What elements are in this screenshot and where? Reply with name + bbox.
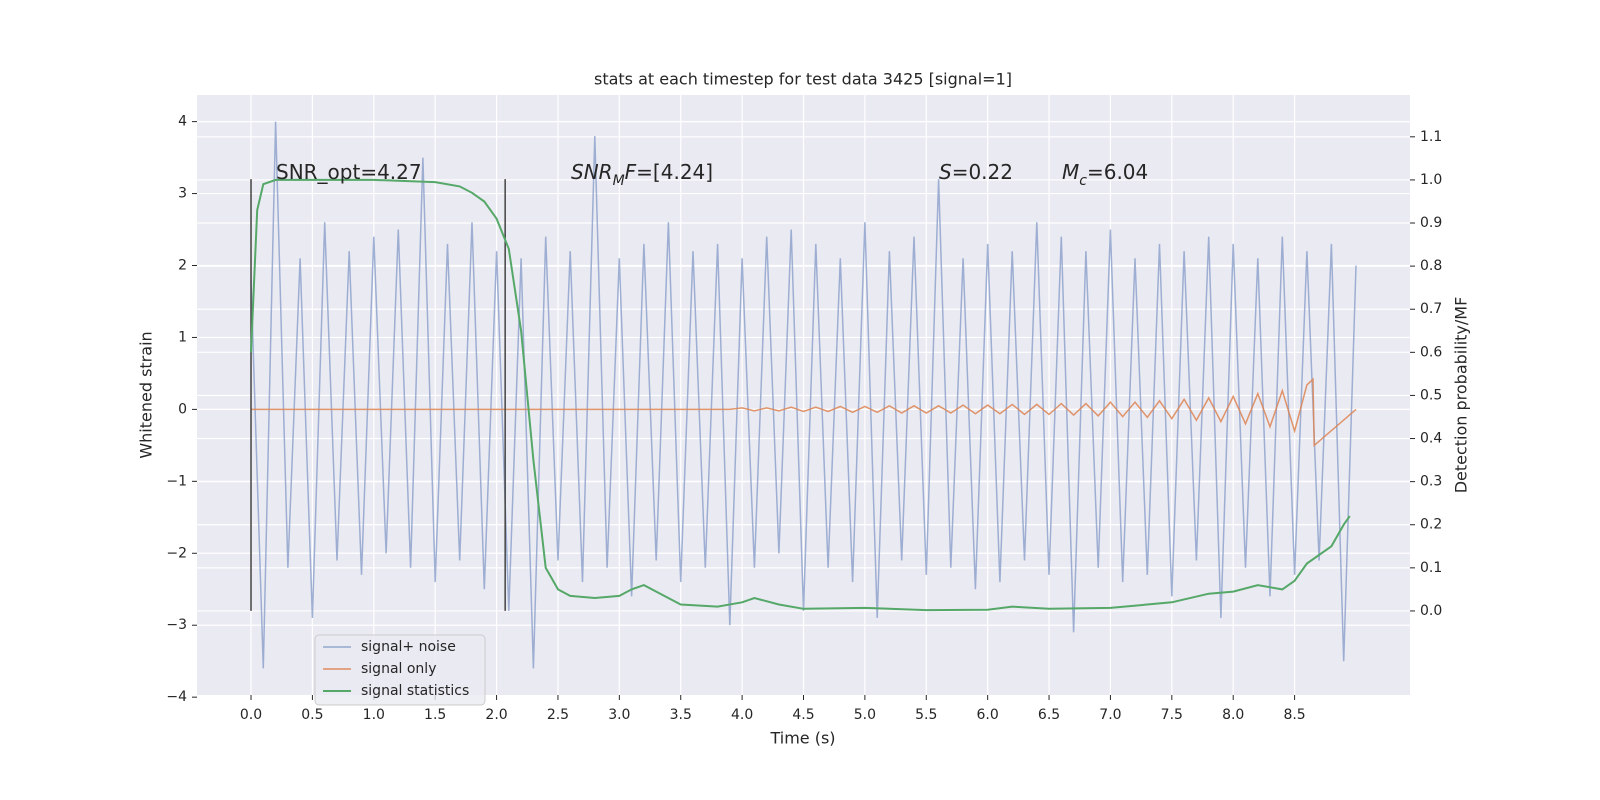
chart-title: stats at each timestep for test data 342…: [594, 70, 1012, 89]
y-tick-label: 3: [178, 186, 187, 202]
annotation: Mc=6.04: [1062, 160, 1148, 190]
y2-tick-label: 0.1: [1420, 560, 1442, 576]
series-line: [251, 377, 1357, 448]
x-tick-label: 4.5: [792, 707, 814, 723]
y-tick-label: 2: [178, 258, 187, 274]
annotation-part: F: [625, 160, 637, 184]
x-tick-label: 2.0: [485, 707, 507, 723]
y2-tick-label: 0.2: [1420, 517, 1442, 533]
series-line: [250, 121, 1357, 669]
annotation-part: =0.22: [952, 160, 1013, 184]
x-tick-label: 2.5: [547, 707, 569, 723]
x-tick-label: 5.0: [854, 707, 876, 723]
y-tick-label: −3: [166, 617, 187, 633]
annotation-part: M: [1062, 160, 1079, 184]
series-line: [250, 178, 1351, 612]
y2-tick-label: 0.3: [1420, 474, 1442, 490]
y2-tick-label: 0.8: [1420, 258, 1442, 274]
y2-tick-label: 0.4: [1420, 431, 1442, 447]
annotation: SNR_opt=4.27: [276, 160, 422, 184]
y2-tick-label: 1.1: [1420, 129, 1442, 145]
annotation: S=0.22: [939, 160, 1013, 184]
x-tick-label: 6.5: [1038, 707, 1060, 723]
y-tick-label: −1: [166, 473, 187, 489]
annotation-part: S: [939, 160, 952, 184]
x-tick-label: 3.0: [608, 707, 630, 723]
annotation-part: SNR: [571, 160, 613, 184]
x-tick-label: 0.0: [240, 707, 262, 723]
y2-tick-label: 1.0: [1420, 172, 1442, 188]
y2-tick-label: 0.5: [1420, 387, 1442, 403]
x-tick-label: 1.5: [424, 707, 446, 723]
legend-label: signal+ noise: [361, 639, 456, 655]
legend-label: signal statistics: [361, 683, 469, 699]
annotation-part: SNR_opt=4.27: [276, 160, 422, 184]
annotation-part: c: [1079, 173, 1087, 189]
annotation: SNRMF=[4.24]: [571, 160, 713, 190]
y2-tick-label: 0.6: [1420, 344, 1442, 360]
legend-label: signal only: [361, 661, 436, 677]
x-axis-label: Time (s): [769, 729, 835, 748]
y2-tick-label: 0.0: [1420, 603, 1442, 619]
x-tick-label: 7.5: [1161, 707, 1183, 723]
annotation-part: =6.04: [1087, 160, 1148, 184]
x-tick-label: 0.5: [301, 707, 323, 723]
x-tick-label: 4.0: [731, 707, 753, 723]
x-tick-label: 6.0: [977, 707, 999, 723]
x-tick-label: 3.5: [670, 707, 692, 723]
y-tick-label: 4: [178, 114, 187, 130]
y-axis-label: Whitened strain: [137, 331, 156, 458]
y-tick-label: −2: [166, 545, 187, 561]
y2-axis-label: Detection probability/MF: [1452, 297, 1471, 494]
y2-tick-label: 0.9: [1420, 215, 1442, 231]
x-tick-label: 5.5: [915, 707, 937, 723]
x-tick-label: 1.0: [363, 707, 385, 723]
annotation-part: =[4.24]: [636, 160, 713, 184]
x-tick-label: 8.5: [1283, 707, 1305, 723]
x-tick-label: 7.0: [1099, 707, 1121, 723]
y2-tick-label: 0.7: [1420, 301, 1442, 317]
y-tick-label: 0: [178, 401, 187, 417]
legend-box: [314, 634, 486, 706]
y-tick-label: 1: [178, 329, 187, 345]
y-tick-label: −4: [166, 689, 187, 705]
x-tick-label: 8.0: [1222, 707, 1244, 723]
annotation-part: M: [613, 173, 625, 189]
